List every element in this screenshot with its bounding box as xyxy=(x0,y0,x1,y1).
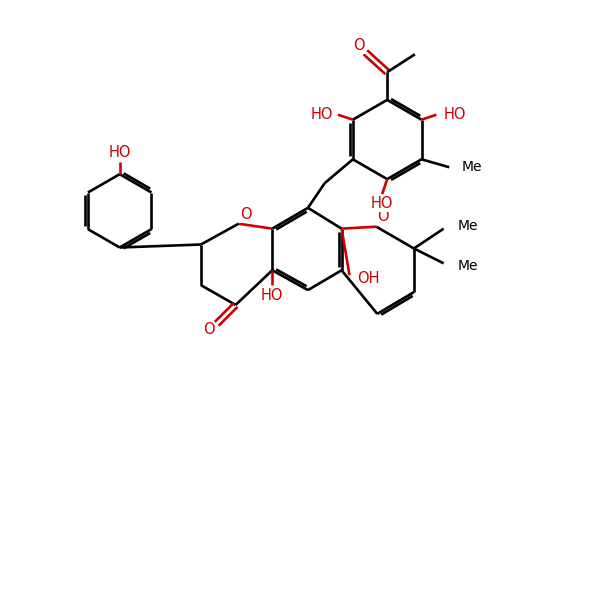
Text: OH: OH xyxy=(358,271,380,286)
Text: Me: Me xyxy=(458,218,478,233)
Text: HO: HO xyxy=(311,107,333,122)
Text: O: O xyxy=(377,209,389,224)
Text: O: O xyxy=(203,322,215,337)
Text: HO: HO xyxy=(443,107,466,122)
Text: O: O xyxy=(239,207,251,222)
Text: HO: HO xyxy=(109,145,131,160)
Text: O: O xyxy=(353,38,364,53)
Text: Me: Me xyxy=(458,259,478,274)
Text: HO: HO xyxy=(371,196,394,211)
Text: Me: Me xyxy=(461,160,482,174)
Text: HO: HO xyxy=(261,287,284,302)
